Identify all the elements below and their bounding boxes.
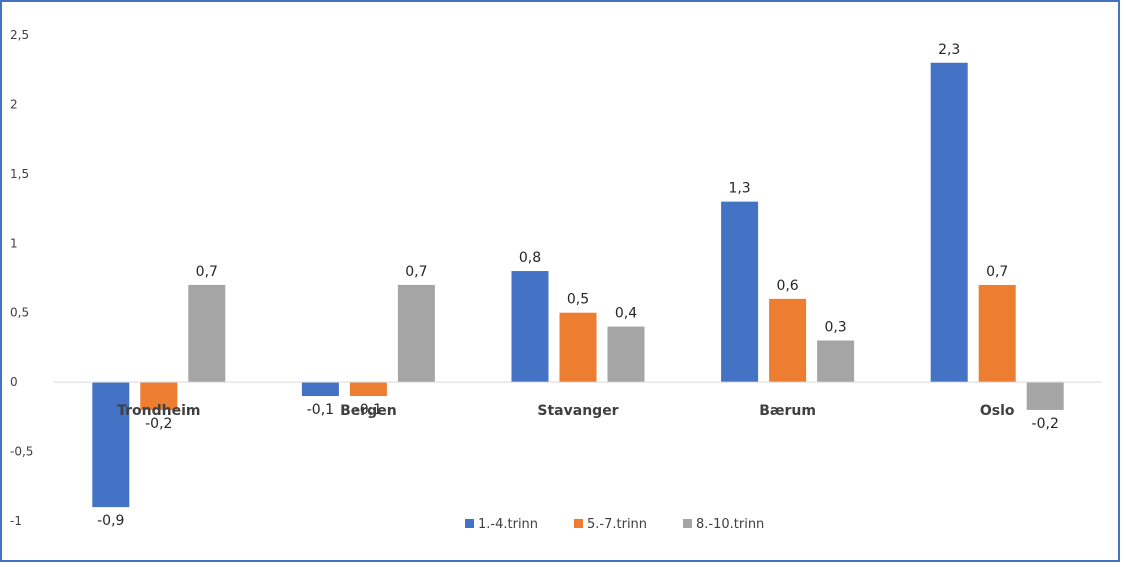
- data-label: 2,3: [938, 42, 960, 58]
- legend-swatch: [574, 519, 583, 528]
- data-label: 0,7: [405, 264, 427, 280]
- bar: [188, 284, 226, 383]
- data-label: 0,8: [519, 250, 541, 266]
- bar: [397, 284, 435, 383]
- y-tick-label: 0: [10, 375, 18, 389]
- legend-swatch: [465, 519, 474, 528]
- bar: [92, 382, 130, 508]
- data-label: -0,1: [355, 402, 382, 418]
- category-label: Trondheim: [117, 403, 200, 419]
- y-tick-label: 2: [10, 97, 18, 111]
- bar: [930, 62, 968, 383]
- category-label: Bergen: [340, 403, 397, 419]
- bar: [1026, 382, 1064, 410]
- legend-swatch: [683, 519, 692, 528]
- bar-series: [92, 62, 1064, 508]
- category-label: Oslo: [980, 403, 1015, 419]
- data-label: -0,2: [1032, 416, 1059, 432]
- data-label: 0,6: [776, 278, 798, 294]
- y-axis: 2,5 2 1,5 1 0,5 0 -0,5 -1: [10, 28, 33, 528]
- legend-label: 1.-4.trinn: [478, 517, 538, 532]
- legend-label: 5.-7.trinn: [587, 517, 647, 532]
- bar: [769, 298, 807, 383]
- y-tick-label: 0,5: [10, 306, 29, 320]
- category-label: Bærum: [759, 403, 816, 419]
- data-label: 0,7: [196, 264, 218, 280]
- bar: [301, 382, 339, 397]
- data-label: 0,7: [986, 264, 1008, 280]
- bar: [511, 271, 549, 383]
- y-tick-label: 1: [10, 236, 18, 250]
- legend: 1.-4.trinn 5.-7.trinn 8.-10.trinn: [465, 517, 764, 532]
- bar: [559, 312, 597, 383]
- bar: [978, 284, 1016, 383]
- data-label: 0,3: [824, 319, 846, 335]
- y-tick-label: -1: [10, 514, 22, 528]
- y-tick-label: 2,5: [10, 28, 29, 42]
- data-label: -0,2: [145, 416, 172, 432]
- data-label: 0,4: [615, 306, 637, 322]
- bar: [721, 201, 759, 383]
- legend-label: 8.-10.trinn: [696, 517, 764, 532]
- bar: [140, 382, 178, 410]
- data-label: 0,5: [567, 292, 589, 308]
- bar: [817, 340, 855, 383]
- bar: [349, 382, 387, 397]
- bar: [607, 326, 645, 383]
- category-label: Stavanger: [537, 403, 618, 419]
- data-label: 1,3: [728, 181, 750, 197]
- data-labels: -0,9 -0,2 0,7 -0,1 -0,1 0,7 0,8 0,5 0,4 1,3 0,6 0,3…: [97, 42, 1059, 529]
- data-label: -0,9: [97, 513, 124, 529]
- y-tick-label: 1,5: [10, 167, 29, 181]
- y-tick-label: -0,5: [10, 445, 33, 459]
- data-label: -0,1: [307, 402, 334, 418]
- category-labels: Trondheim Bergen Stavanger Bærum Oslo: [117, 403, 1015, 419]
